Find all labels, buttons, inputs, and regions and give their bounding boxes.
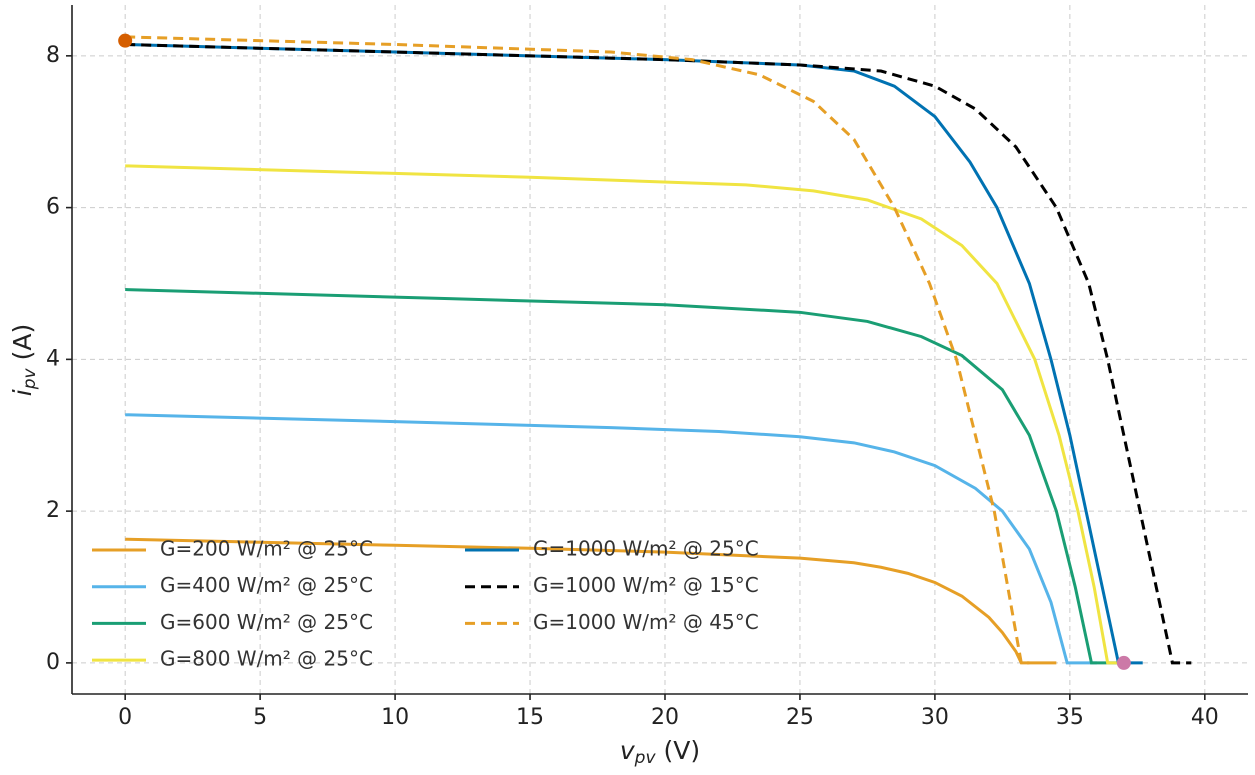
y-tick-label: 8 (46, 43, 60, 68)
x-tick-label: 30 (921, 705, 949, 730)
x-tick-label: 10 (381, 705, 409, 730)
x-tick-label: 25 (786, 705, 814, 730)
legend-label: G=1000 W/m² @ 45°C (533, 610, 759, 634)
marker-point (1116, 655, 1131, 670)
x-tick-label: 20 (651, 705, 679, 730)
x-axis-label: vpv (V) (620, 736, 700, 768)
x-label-sub: pv (634, 748, 657, 768)
y-label-var: i (8, 389, 37, 396)
y-tick-label: 6 (46, 195, 60, 220)
series-line (125, 413, 1097, 665)
x-label-var: v (620, 736, 636, 765)
y-tick-label: 2 (46, 498, 60, 523)
x-tick-label: 0 (118, 705, 132, 730)
series-line (125, 288, 1124, 665)
series-line (125, 35, 1030, 665)
legend-label: G=1000 W/m² @ 25°C (533, 537, 759, 561)
series-line (125, 42, 1143, 665)
y-label-sub: pv (20, 367, 40, 390)
legend-label: G=600 W/m² @ 25°C (160, 610, 373, 634)
x-tick-label: 5 (253, 705, 267, 730)
series-line (125, 42, 1192, 665)
legend-label: G=1000 W/m² @ 15°C (533, 573, 759, 597)
series-line (125, 537, 1057, 665)
legend-label: G=400 W/m² @ 25°C (160, 573, 373, 597)
y-tick-label: 0 (46, 650, 60, 675)
x-tick-label: 40 (1191, 705, 1219, 730)
marker-point (118, 33, 133, 48)
x-label-unit: (V) (664, 736, 701, 765)
legend-label: G=200 W/m² @ 25°C (160, 537, 373, 561)
y-label-unit: (A) (8, 324, 37, 361)
y-tick-label: 4 (46, 346, 60, 371)
x-tick-label: 35 (1056, 705, 1084, 730)
series-line (125, 164, 1124, 665)
y-axis-label: ipv (A) (8, 324, 40, 396)
x-tick-label: 15 (516, 705, 544, 730)
legend-label: G=800 W/m² @ 25°C (160, 647, 373, 671)
